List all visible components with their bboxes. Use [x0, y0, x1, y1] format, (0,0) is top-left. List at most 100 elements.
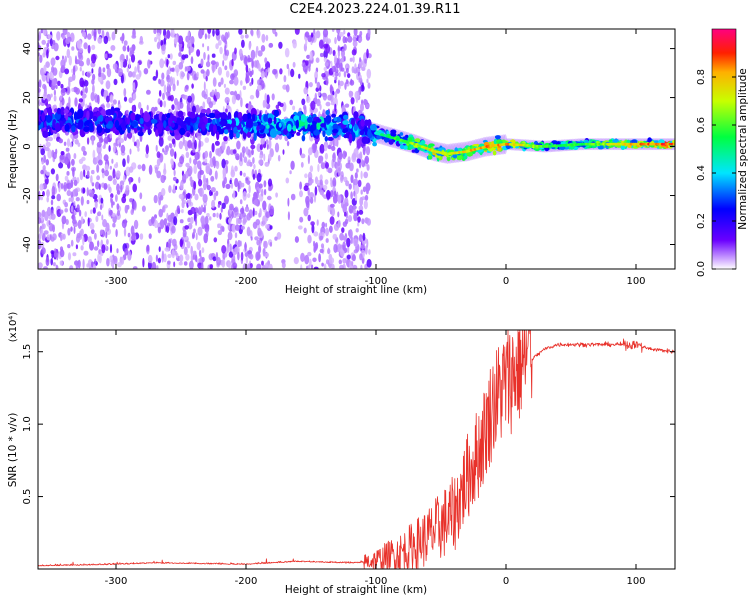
noise-speck: [237, 182, 240, 193]
noise-speck: [167, 222, 171, 227]
noise-speck: [167, 135, 172, 141]
noise-speck: [143, 68, 149, 75]
noise-speck: [322, 29, 329, 38]
noise-speck: [52, 224, 55, 233]
noise-speck: [68, 96, 71, 106]
noise-speck: [255, 88, 260, 99]
noise-speck: [248, 41, 252, 50]
noise-speck: [79, 170, 84, 181]
noise-speck: [359, 253, 363, 261]
noise-speck: [64, 202, 68, 208]
noise-speck: [172, 176, 177, 182]
ridge-mark: [325, 115, 332, 124]
noise-speck: [67, 244, 71, 249]
ridge-mark: [369, 124, 377, 131]
noise-speck: [89, 222, 95, 230]
noise-speck: [265, 139, 269, 145]
noise-speck: [39, 54, 43, 64]
noise-speck: [185, 193, 188, 201]
noise-speck: [169, 143, 173, 149]
noise-speck: [166, 74, 170, 80]
noise-speck: [224, 176, 227, 184]
noise-speck: [53, 42, 59, 52]
noise-speck: [256, 239, 261, 246]
noise-speck: [102, 219, 108, 228]
noise-speck: [110, 45, 116, 51]
noise-speck: [253, 60, 258, 68]
noise-speck: [202, 43, 205, 48]
ridge-mark: [238, 111, 243, 118]
noise-speck: [321, 221, 326, 229]
noise-speck: [178, 62, 184, 70]
spectrogram-y-label: Frequency (Hz): [7, 109, 19, 188]
noise-speck: [90, 209, 93, 214]
noise-speck: [351, 66, 355, 74]
noise-speck: [359, 151, 363, 160]
noise-speck: [178, 43, 182, 53]
x-tick-label: 0: [503, 276, 509, 287]
noise-speck: [215, 251, 219, 262]
noise-speck: [221, 202, 226, 209]
noise-speck: [176, 205, 180, 214]
noise-speck: [174, 250, 178, 256]
ridge-mark: [356, 139, 361, 149]
noise-speck: [358, 205, 364, 212]
noise-speck: [73, 65, 76, 76]
noise-speck: [190, 56, 194, 65]
noise-speck: [346, 254, 351, 260]
ridge-mark: [299, 121, 305, 127]
noise-speck: [98, 183, 101, 191]
noise-speck: [234, 232, 238, 239]
noise-speck: [153, 194, 158, 204]
noise-speck: [212, 156, 216, 166]
ridge-mark: [327, 136, 334, 141]
noise-speck: [163, 100, 167, 108]
noise-speck: [104, 53, 108, 59]
noise-speck: [334, 103, 337, 112]
noise-speck: [60, 182, 64, 190]
noise-speck: [240, 80, 243, 86]
noise-speck: [41, 247, 46, 255]
ridge-mark: [127, 126, 131, 134]
noise-speck: [271, 93, 275, 101]
noise-speck: [45, 171, 51, 176]
noise-speck: [341, 235, 347, 241]
noise-speck: [190, 36, 195, 45]
noise-speck: [93, 246, 99, 251]
ridge-mark: [89, 122, 94, 131]
noise-speck: [172, 184, 176, 194]
noise-speck: [206, 177, 209, 188]
noise-speck: [161, 72, 165, 80]
noise-speck: [307, 214, 311, 222]
noise-speck: [320, 162, 326, 170]
noise-speck: [249, 253, 254, 260]
noise-speck: [224, 96, 230, 104]
noise-speck: [230, 182, 234, 189]
noise-speck: [124, 248, 129, 256]
noise-speck: [146, 244, 150, 252]
noise-speck: [310, 221, 315, 226]
noise-speck: [78, 60, 84, 67]
ridge-mark: [100, 108, 106, 117]
noise-speck: [337, 50, 341, 58]
noise-speck: [318, 253, 321, 263]
ridge-mark: [647, 137, 652, 144]
noise-speck: [159, 58, 165, 69]
chart-title: C2E4.2023.224.01.39.R11: [289, 2, 461, 17]
noise-speck: [308, 147, 313, 156]
noise-speck: [158, 90, 162, 97]
noise-speck: [64, 55, 67, 63]
noise-speck: [105, 231, 108, 239]
ridge-mark: [388, 139, 394, 145]
noise-speck: [51, 44, 55, 50]
noise-speck: [252, 157, 255, 164]
noise-speck: [366, 164, 370, 171]
noise-speck: [259, 144, 263, 151]
noise-speck: [47, 72, 50, 83]
ridge-mark: [332, 123, 339, 131]
noise-speck: [46, 189, 50, 198]
noise-speck: [367, 29, 371, 38]
noise-speck: [221, 258, 226, 268]
ridge-mark: [179, 127, 186, 136]
noise-speck: [337, 211, 340, 218]
